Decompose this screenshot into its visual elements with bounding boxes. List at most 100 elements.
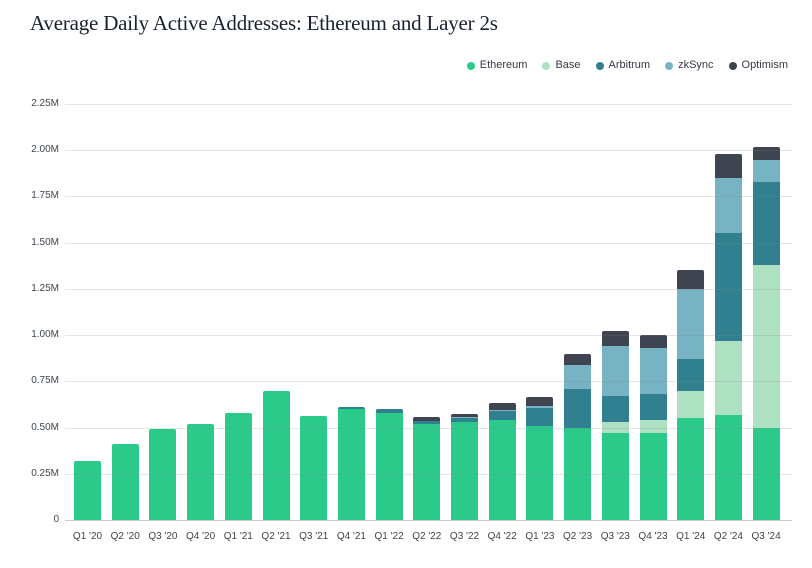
- legend-label: Ethereum: [479, 59, 528, 71]
- bar-group-q121: [224, 412, 252, 520]
- bar-segment-ethereum: [111, 444, 139, 520]
- bar-segment-ethereum: [714, 414, 742, 520]
- bar-group-q322: [451, 413, 478, 520]
- bar-group-q123: [526, 397, 554, 520]
- bar-segment-zksync: [488, 410, 516, 411]
- bar-segment-ethereum: [149, 429, 177, 520]
- y-axis-tick-label: 2.00M: [31, 144, 59, 156]
- gridline: [65, 427, 792, 429]
- y-axis-tick-label: 0: [53, 514, 59, 525]
- bar-segment-ethereum: [300, 416, 328, 520]
- x-axis-tick-label: Q3 '23: [600, 531, 630, 542]
- bar-segment-arbitrum: [526, 408, 554, 426]
- legend-label: Optimism: [741, 59, 788, 71]
- bar-segment-base: [752, 264, 780, 428]
- bar-segment-arbitrum: [488, 410, 516, 421]
- bar-segment-ethereum: [413, 423, 441, 520]
- y-axis-tick-label: 0.50M: [31, 421, 59, 433]
- bar-segment-ethereum: [187, 423, 215, 520]
- bar-segment-ethereum: [337, 409, 365, 520]
- x-axis-tick-label: Q1 '20: [72, 531, 103, 542]
- bar-segment-optimism: [488, 402, 516, 410]
- x-axis-tick-label: Q4 '20: [186, 531, 216, 542]
- bar-segment-arbitrum: [413, 421, 441, 424]
- x-axis-tick-label: Q2 '21: [261, 531, 291, 542]
- bar-segment-ethereum: [488, 420, 516, 520]
- gridline: [65, 150, 792, 152]
- bar-segment-optimism: [413, 417, 441, 422]
- bar-group-q122: [375, 409, 403, 520]
- bar-group-q321: [300, 416, 328, 520]
- gridline: [65, 473, 792, 475]
- gridline: [65, 335, 792, 337]
- bar-group-q324: [752, 146, 780, 520]
- x-axis-tick-label: Q3 '20: [148, 531, 178, 542]
- x-axis-tick-label: Q4 '22: [487, 531, 517, 542]
- legend-item-ethereum[interactable]: Ethereum: [466, 59, 528, 71]
- bar-segment-zksync: [752, 159, 780, 182]
- bar-segment-ethereum: [262, 390, 290, 520]
- bar-segment-arbitrum: [337, 407, 365, 410]
- x-axis-tick-label: Q2 '24: [713, 531, 743, 542]
- legend-item-optimism[interactable]: Optimism: [728, 59, 788, 71]
- gridline: [65, 381, 792, 383]
- x-axis-tick-label: Q2 '20: [110, 531, 140, 542]
- bar-segment-optimism: [677, 270, 705, 289]
- bar-segment-ethereum: [375, 412, 403, 520]
- bar-group-q421: [337, 407, 365, 520]
- bar-segment-optimism: [752, 146, 780, 160]
- x-axis-tick-label: Q1 '24: [676, 531, 706, 542]
- bar-segment-arbitrum: [639, 394, 667, 421]
- bar-group-q224: [714, 153, 742, 520]
- bar-segment-arbitrum: [564, 388, 592, 428]
- bar-group-q323: [601, 331, 629, 520]
- gridline: [65, 242, 792, 244]
- bar-group-q220: [111, 444, 139, 520]
- y-axis-tick-label: 2.25M: [31, 98, 59, 109]
- bar-segment-zksync: [601, 346, 629, 397]
- x-axis-tick-label: Q4 '21: [336, 531, 366, 542]
- bar-segment-ethereum: [752, 427, 780, 520]
- chart-legend: Ethereum Base Arbitrum zkSync Optimism: [466, 59, 788, 71]
- bar-group-q223: [564, 353, 592, 520]
- bar-group-q221: [262, 390, 290, 520]
- bar-group-q320: [149, 429, 177, 520]
- legend-item-base[interactable]: Base: [542, 60, 581, 71]
- legend-item-arbitrum[interactable]: Arbitrum: [595, 60, 650, 71]
- bar-segment-zksync: [677, 288, 705, 360]
- x-axis-tick-label: Q3 '24: [751, 531, 781, 542]
- bar-segment-base: [639, 420, 667, 434]
- x-axis-line: [65, 520, 792, 521]
- x-axis-tick-label: Q1 '22: [374, 531, 404, 542]
- bar-segment-arbitrum: [601, 396, 629, 423]
- bar-segment-base: [677, 390, 705, 419]
- bar-segment-arbitrum: [451, 418, 478, 422]
- bar-group-q422: [488, 402, 516, 520]
- gridline: [65, 196, 792, 198]
- x-axis-tick-label: Q2 '23: [563, 531, 593, 542]
- page-title: Average Daily Active Addresses: Ethereum…: [30, 11, 498, 35]
- bar-segment-ethereum: [526, 425, 554, 520]
- bar-segment-base: [601, 422, 629, 434]
- x-axis-tick-label: Q4 '23: [638, 531, 668, 542]
- gridline: [65, 104, 792, 105]
- x-axis-tick-label: Q2 '22: [412, 531, 442, 542]
- bar-group-q423: [639, 335, 667, 520]
- bar-segment-arbitrum: [752, 181, 780, 265]
- bar-segment-optimism: [451, 413, 478, 418]
- legend-item-zksync[interactable]: zkSync: [665, 60, 714, 71]
- bar-segment-optimism: [601, 331, 629, 347]
- bar-segment-ethereum: [224, 412, 252, 520]
- bar-segment-optimism: [526, 397, 554, 407]
- legend-dot-zksync: [665, 61, 674, 70]
- bar-segment-arbitrum: [714, 233, 742, 341]
- bar-segment-ethereum: [639, 433, 667, 520]
- bar-segment-zksync: [451, 417, 478, 419]
- legend-dot-arbitrum: [595, 61, 604, 70]
- bar-group-q120: [74, 460, 101, 520]
- y-axis-tick-label: 1.50M: [31, 236, 59, 248]
- legend-dot-optimism: [728, 61, 737, 70]
- bar-segment-zksync: [714, 177, 742, 234]
- y-axis-tick-label: 1.25M: [31, 282, 59, 294]
- bar-group-q222: [413, 417, 441, 520]
